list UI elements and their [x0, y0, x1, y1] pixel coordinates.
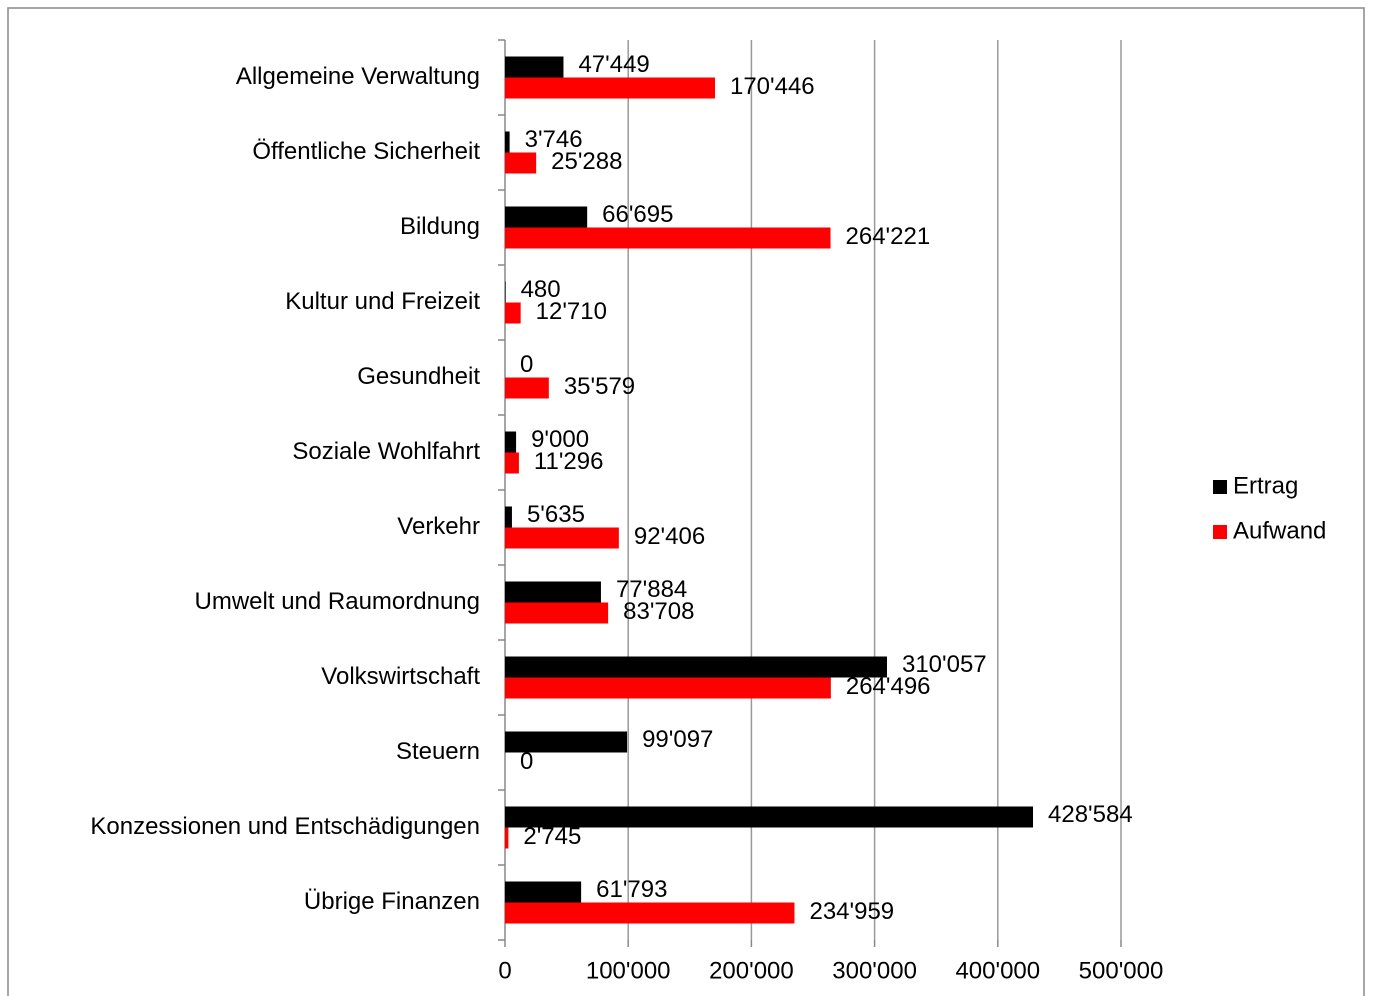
bar	[505, 281, 506, 303]
bar	[505, 731, 628, 753]
y-tick-label: Öffentliche Sicherheit	[252, 138, 480, 165]
value-label: 12'710	[536, 298, 607, 325]
chart-frame	[7, 7, 1365, 996]
value-label: 35'579	[564, 373, 635, 400]
x-tick-label: 500'000	[1079, 957, 1164, 984]
bar	[505, 902, 795, 924]
x-tick-label: 200'000	[709, 957, 794, 984]
y-tick-label: Umwelt und Raumordnung	[195, 588, 480, 615]
bar	[505, 581, 601, 603]
value-label: 25'288	[551, 148, 622, 175]
x-tick-label: 300'000	[832, 957, 917, 984]
bar	[505, 302, 521, 324]
bar	[505, 152, 537, 174]
value-label: 2'745	[523, 823, 581, 850]
bar	[505, 677, 831, 699]
value-label: 11'296	[534, 448, 604, 475]
value-label: 77'884	[616, 576, 687, 603]
bar	[505, 452, 519, 474]
value-label: 92'406	[634, 523, 705, 550]
bar	[505, 206, 588, 228]
bar	[505, 431, 517, 453]
legend-swatch	[1213, 525, 1227, 539]
x-tick-label: 100'000	[586, 957, 671, 984]
y-tick-label: Soziale Wohlfahrt	[292, 438, 480, 465]
y-tick-label: Bildung	[400, 213, 480, 240]
value-label: 0	[520, 351, 533, 378]
legend-label: Ertrag	[1233, 472, 1298, 499]
value-label: 3'746	[525, 126, 583, 153]
y-tick-label: Konzessionen und Entschädigungen	[90, 813, 480, 840]
value-label: 310'057	[902, 651, 987, 678]
value-label: 83'708	[623, 598, 694, 625]
legend-label: Aufwand	[1233, 517, 1326, 544]
bar	[505, 656, 887, 678]
bar	[505, 506, 512, 528]
bar	[505, 56, 564, 78]
value-label: 61'793	[596, 876, 667, 903]
value-label: 428'584	[1048, 801, 1133, 828]
y-tick-label: Steuern	[396, 738, 480, 765]
value-label: 480	[521, 276, 561, 303]
value-label: 5'635	[527, 501, 585, 528]
value-label: 9'000	[531, 426, 589, 453]
value-label: 47'449	[578, 51, 649, 78]
value-label: 66'695	[602, 201, 673, 228]
value-label: 170'446	[730, 73, 815, 100]
legend-swatch	[1213, 480, 1227, 494]
y-tick-label: Kultur und Freizeit	[285, 288, 480, 315]
value-label: 99'097	[642, 726, 713, 753]
bar	[505, 131, 510, 153]
bar	[505, 827, 509, 849]
bar	[505, 77, 715, 99]
y-tick-label: Gesundheit	[357, 363, 480, 390]
bar	[505, 377, 549, 399]
bar	[505, 806, 1034, 828]
value-label: 264'221	[846, 223, 931, 250]
y-tick-label: Allgemeine Verwaltung	[236, 63, 480, 90]
value-label: 234'959	[809, 898, 894, 925]
x-tick-label: 400'000	[955, 957, 1040, 984]
x-tick-label: 0	[498, 957, 511, 984]
bar	[505, 602, 609, 624]
value-label: 0	[520, 748, 533, 775]
bar	[505, 881, 582, 903]
y-tick-label: Verkehr	[397, 513, 480, 540]
y-tick-label: Übrige Finanzen	[304, 888, 480, 915]
value-label: 264'496	[846, 673, 931, 700]
bar	[505, 227, 831, 249]
y-tick-label: Volkswirtschaft	[321, 663, 480, 690]
bar	[505, 527, 619, 549]
